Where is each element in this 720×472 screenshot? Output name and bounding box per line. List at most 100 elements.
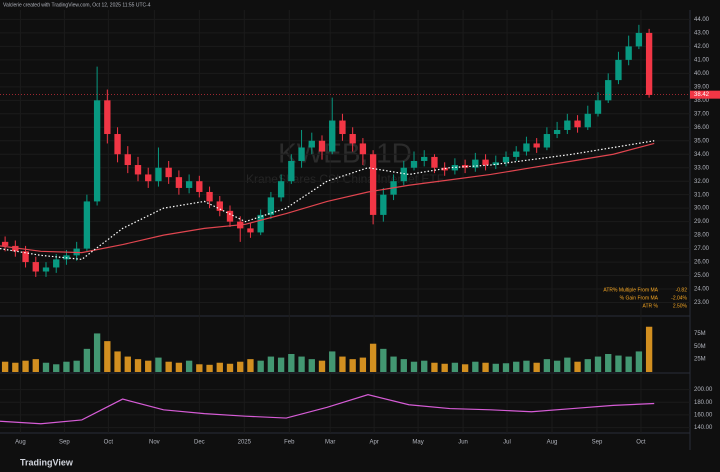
brand: TradingView xyxy=(20,457,74,467)
candle-body xyxy=(533,143,540,148)
y-tick-label: 25.00 xyxy=(694,273,710,279)
candle-body xyxy=(380,194,387,215)
volume-bar xyxy=(390,356,397,372)
candle-body xyxy=(574,120,581,128)
candle-body xyxy=(349,134,356,144)
volume-bar xyxy=(42,362,50,372)
volume-bar xyxy=(114,351,121,372)
volume-bar xyxy=(605,354,612,372)
candle-body xyxy=(410,160,418,168)
x-tick-label: Mar xyxy=(325,440,335,446)
candle-body xyxy=(124,154,131,166)
volume-bar xyxy=(288,354,295,372)
candle-body xyxy=(543,134,551,148)
candle-body xyxy=(359,143,367,155)
volume-tick-label: 75M xyxy=(694,331,706,337)
volume-bar xyxy=(625,356,632,372)
candle-body xyxy=(431,156,438,168)
indicator-tick-label: 200.00 xyxy=(694,387,713,393)
x-tick-label: Aug xyxy=(547,440,558,446)
volume-bar xyxy=(359,357,367,372)
volume-bar xyxy=(226,363,234,372)
volume-bar xyxy=(533,362,540,372)
candle-body xyxy=(369,154,377,215)
candle-body xyxy=(605,80,612,101)
volume-tick-label: 25M xyxy=(694,357,706,363)
volume-bar xyxy=(104,341,111,372)
volume-bar xyxy=(1,361,9,372)
x-tick-label: Dec xyxy=(194,440,205,446)
volume-bar xyxy=(564,357,571,372)
volume-bar xyxy=(431,362,438,372)
y-tick-label: 33.00 xyxy=(694,165,710,171)
volume-bar xyxy=(63,361,70,372)
volume-bar xyxy=(410,361,418,372)
candle-body xyxy=(1,241,9,246)
volume-bar xyxy=(615,355,622,372)
stat-value: 2.50% xyxy=(673,303,688,309)
volume-bar xyxy=(400,359,407,372)
volume-bar xyxy=(461,364,469,372)
candle-body xyxy=(421,156,428,161)
candle-body xyxy=(400,167,407,182)
volume-bar xyxy=(216,362,223,372)
y-tick-label: 29.00 xyxy=(694,219,710,225)
candle-body xyxy=(93,100,101,202)
stat-label: ATR % xyxy=(643,303,659,309)
candle-body xyxy=(104,100,111,135)
x-tick-label: Jul xyxy=(503,440,511,446)
candle-body xyxy=(42,267,50,272)
candle-body xyxy=(451,165,459,171)
volume-bar xyxy=(369,343,377,372)
x-tick-label: Sep xyxy=(59,440,70,446)
volume-bar xyxy=(513,361,520,372)
volume-bar xyxy=(73,360,80,372)
y-tick-label: 44.00 xyxy=(694,17,710,23)
candle-body xyxy=(482,159,489,166)
volume-bar xyxy=(185,360,193,372)
y-tick-label: 35.00 xyxy=(694,138,710,144)
candle-body xyxy=(185,181,193,188)
volume-bar xyxy=(277,357,285,372)
candle-body xyxy=(288,160,295,182)
candle-body xyxy=(318,140,326,152)
y-tick-label: 27.00 xyxy=(694,246,710,252)
y-tick-label: 28.00 xyxy=(694,233,710,239)
volume-tick-label: 50M xyxy=(694,344,706,350)
last-price-label: 38.42 xyxy=(694,92,710,98)
x-tick-label: Aug xyxy=(15,440,26,446)
volume-bar xyxy=(308,359,315,372)
candle-body xyxy=(553,129,561,135)
candle-body xyxy=(22,251,29,263)
x-tick-label: Feb xyxy=(284,440,295,446)
indicator-tick-label: 140.00 xyxy=(694,425,713,431)
volume-bar xyxy=(349,359,356,372)
volume-bar xyxy=(93,333,101,372)
candle-body xyxy=(492,162,499,166)
candle-body xyxy=(267,197,275,215)
volume-bar xyxy=(482,362,489,372)
moving-average xyxy=(0,140,655,261)
candle-body xyxy=(226,210,234,222)
volume-bar xyxy=(267,356,275,372)
volume-bar xyxy=(502,363,510,372)
candle-body xyxy=(257,214,264,233)
y-tick-label: 41.00 xyxy=(694,57,710,63)
volume-bar xyxy=(543,359,551,372)
candle-body xyxy=(441,167,448,171)
candle-body xyxy=(339,120,346,135)
candle-body xyxy=(32,262,39,272)
volume-bar xyxy=(594,356,602,372)
volume-bar xyxy=(318,360,326,372)
candle-body xyxy=(298,147,305,161)
watermark-title: KWEB, 1D xyxy=(278,137,412,168)
volume-bar xyxy=(237,361,244,372)
y-tick-label: 39.00 xyxy=(694,84,710,90)
x-tick-label: Jun xyxy=(458,440,468,446)
y-tick-label: 26.00 xyxy=(694,260,710,266)
y-tick-label: 31.00 xyxy=(694,192,710,198)
volume-bar xyxy=(155,357,162,372)
candle-body xyxy=(114,134,121,155)
candle-body xyxy=(165,167,172,178)
